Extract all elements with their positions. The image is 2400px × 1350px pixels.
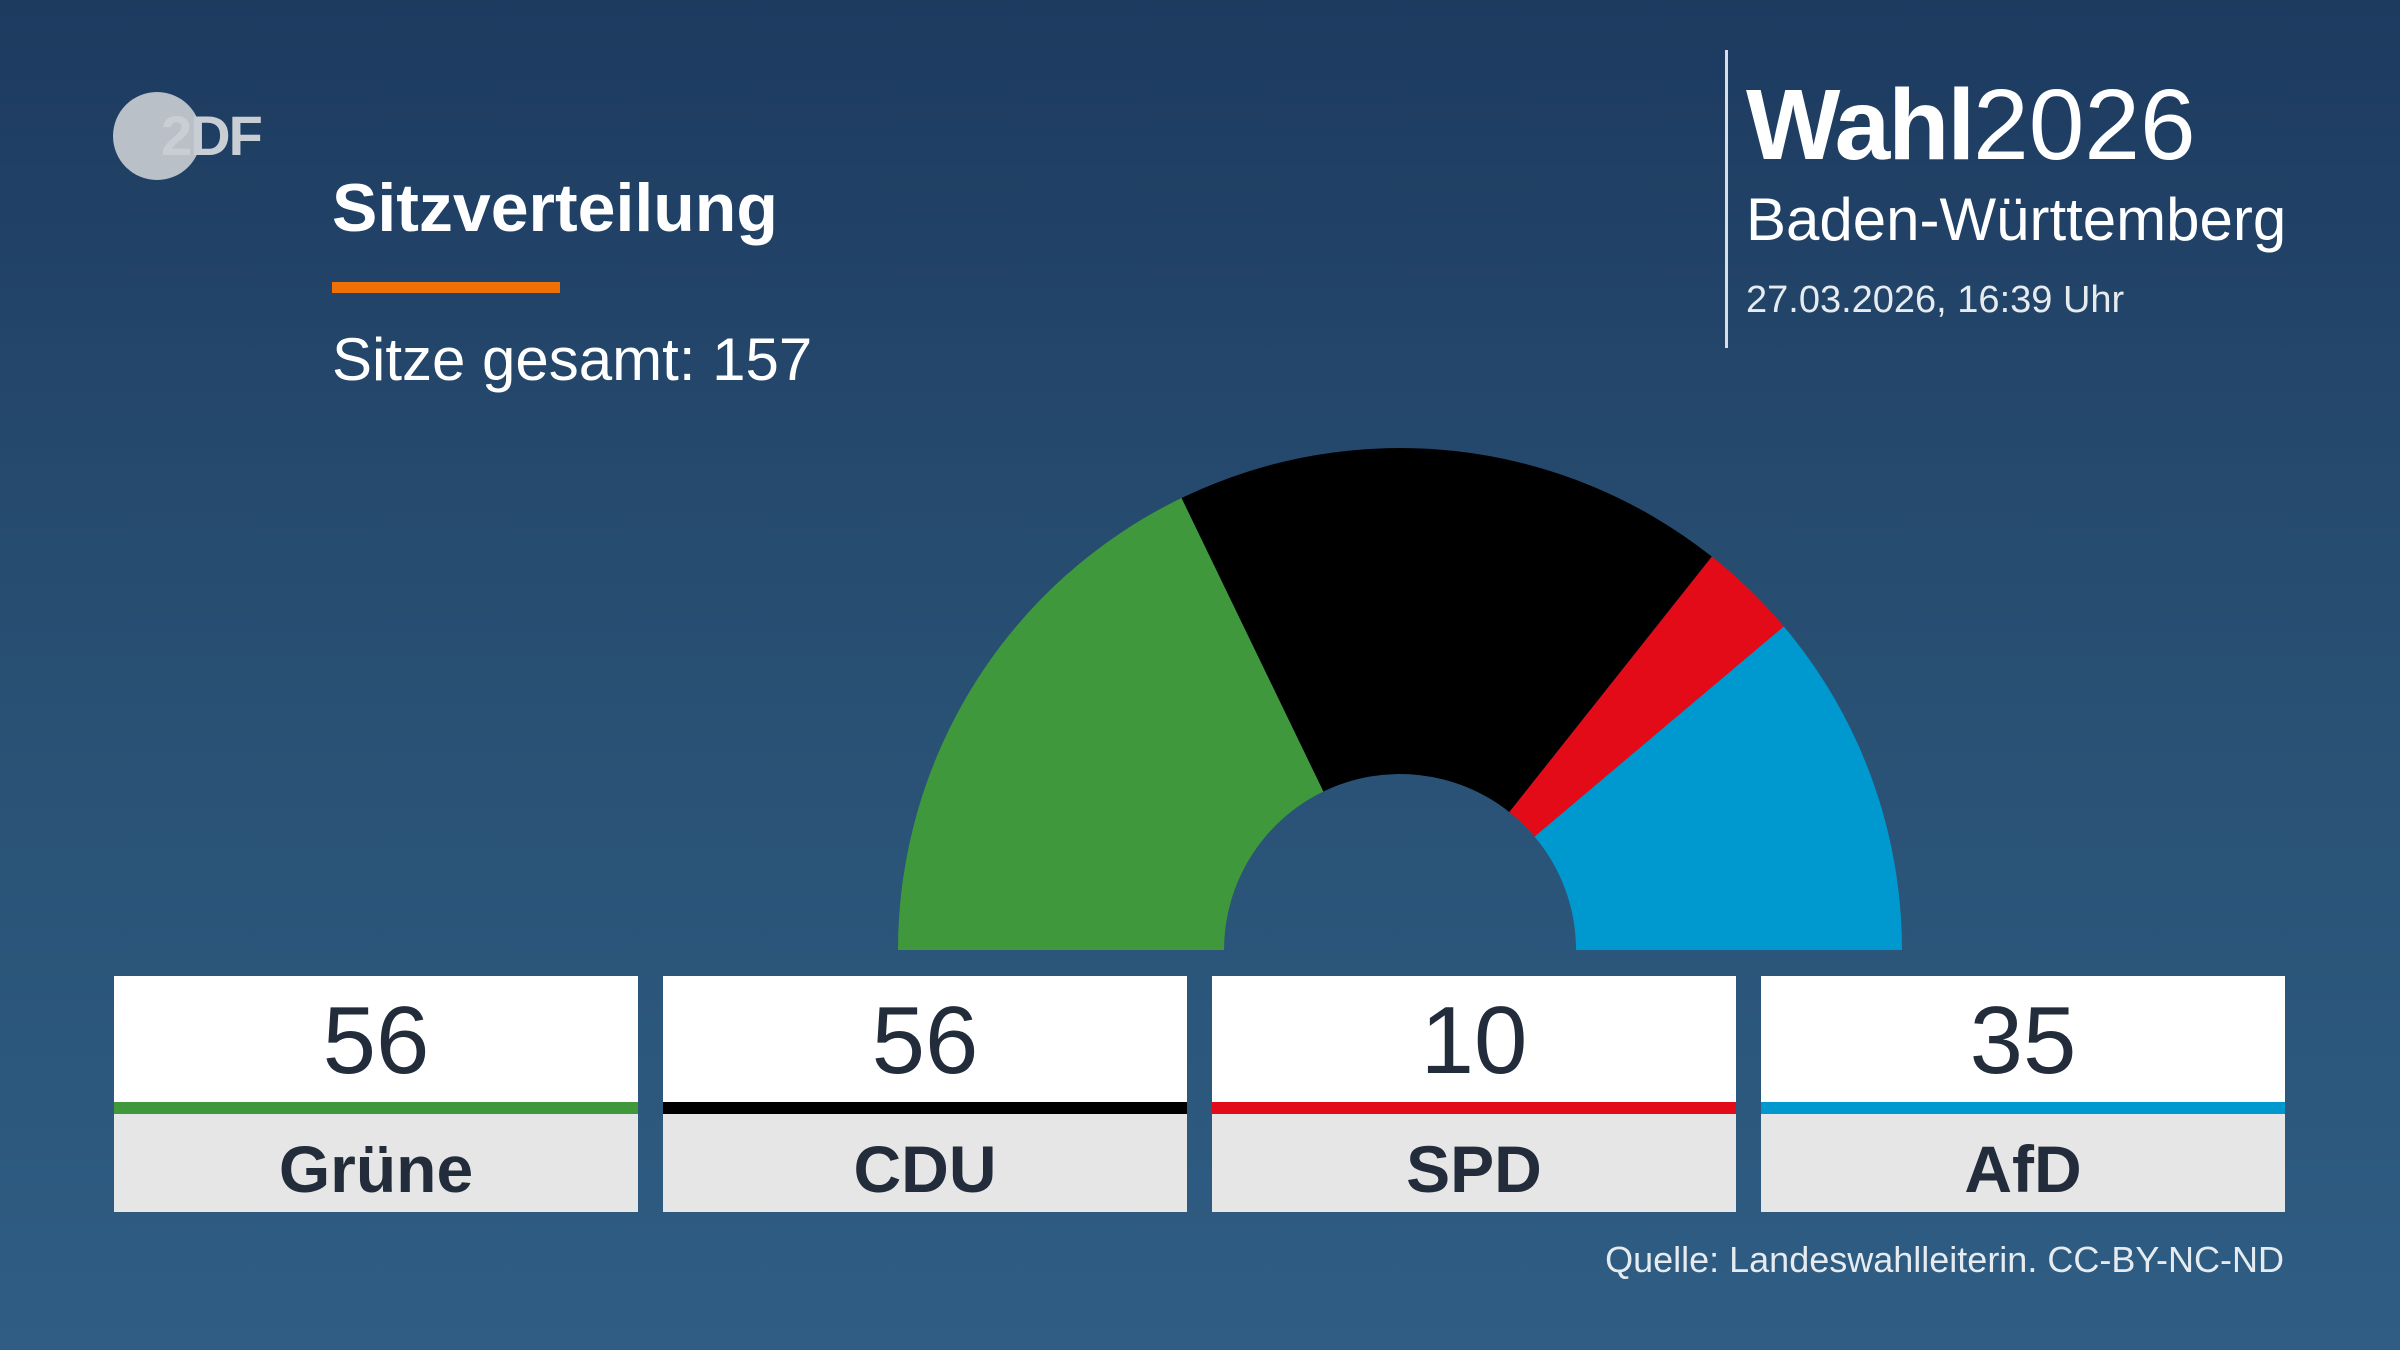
election-name: Wahl	[1746, 69, 1975, 181]
party-name-label: AfD	[1761, 1114, 2285, 1212]
party-color-bar	[1212, 1102, 1736, 1114]
title-accent-line	[332, 282, 560, 293]
party-card-cdu: 56 CDU	[663, 976, 1187, 1212]
party-color-bar	[663, 1102, 1187, 1114]
party-name-label: Grüne	[114, 1114, 638, 1212]
timestamp-label: 27.03.2026, 16:39 Uhr	[1746, 279, 2125, 321]
region-label: Baden-Württemberg	[1746, 186, 2287, 253]
total-seats-label: Sitze gesamt: 157	[332, 326, 813, 393]
party-color-bar	[1761, 1102, 2285, 1114]
party-seat-count: 10	[1212, 976, 1736, 1102]
chart-title: Sitzverteilung	[332, 170, 778, 246]
source-note: Quelle: Landeswahlleiterin. CC-BY-NC-ND	[1605, 1239, 2284, 1280]
seat-segment-afd	[1534, 626, 1902, 950]
logo-circle	[113, 92, 201, 180]
party-card-gr-ne: 56 Grüne	[114, 976, 638, 1212]
logo-text: 2DF	[161, 104, 263, 167]
seat-segment-gr-ne	[898, 498, 1324, 950]
party-card-afd: 35 AfD	[1761, 976, 2285, 1212]
seat-segment-cdu	[1181, 448, 1712, 813]
party-name-label: CDU	[663, 1114, 1187, 1212]
election-year: 2026	[1973, 69, 2196, 181]
header-divider	[1725, 50, 1728, 348]
zdf-logo: 2DF	[113, 92, 283, 182]
party-seat-count: 35	[1761, 976, 2285, 1102]
party-seat-count: 56	[114, 976, 638, 1102]
party-name-label: SPD	[1212, 1114, 1736, 1212]
party-seat-count: 56	[663, 976, 1187, 1102]
party-color-bar	[114, 1102, 638, 1114]
election-title: Wahl2026	[1746, 70, 2196, 180]
seat-segment-spd	[1509, 556, 1784, 837]
party-card-spd: 10 SPD	[1212, 976, 1736, 1212]
